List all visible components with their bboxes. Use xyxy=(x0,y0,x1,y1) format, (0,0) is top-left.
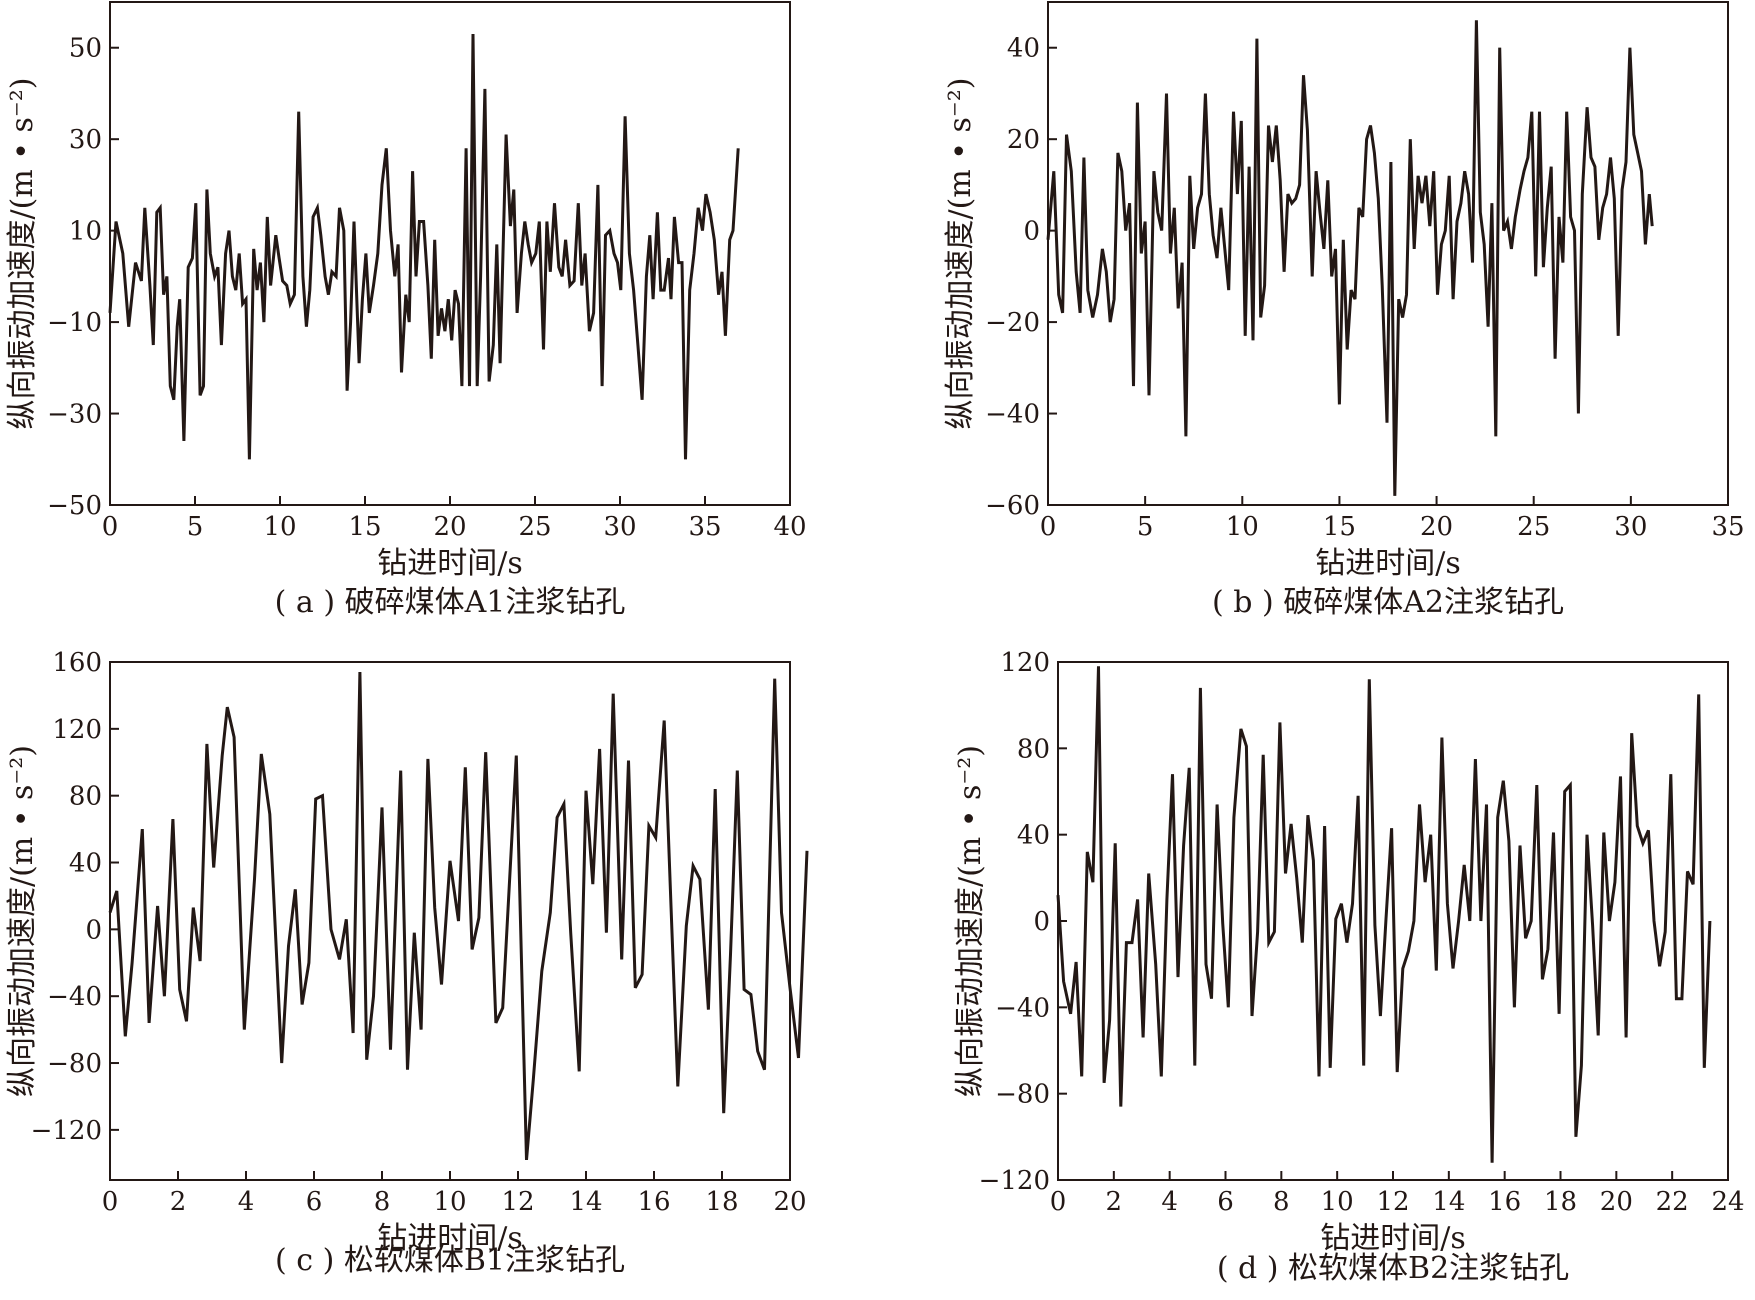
plot-frame-b xyxy=(1047,1,1729,506)
y-tick-label-c: −120 xyxy=(31,1116,102,1146)
y-tick-label-c: 40 xyxy=(69,849,102,879)
x-tick-label-c: 2 xyxy=(170,1187,187,1217)
y-tick-label-c: 160 xyxy=(52,648,102,678)
x-tick-label-b: 20 xyxy=(1420,512,1453,542)
y-tick-label-c: 120 xyxy=(52,715,102,745)
y-tick-label-c: 0 xyxy=(85,915,102,945)
y-axis-title-b: 纵向振动加速度/(m • s⁻²) xyxy=(943,78,978,430)
chart-panel-c: 0 2 4 6 8 10 12 14 16 18 20 −120 −80 −40 0 40 80 120 160 钻进… xyxy=(5,648,809,1278)
y-tick-label-d: 120 xyxy=(1000,648,1050,678)
y-tick-label-d: −120 xyxy=(979,1166,1050,1196)
x-tick-label-a: 30 xyxy=(603,512,636,542)
x-tick-label-a: 0 xyxy=(102,512,119,542)
x-tick-label-d: 22 xyxy=(1656,1187,1689,1217)
x-tick-label-c: 6 xyxy=(306,1187,323,1217)
y-tick-label-b: 40 xyxy=(1007,34,1040,64)
series-line-b xyxy=(1046,20,1654,496)
x-tick-label-d: 24 xyxy=(1711,1187,1744,1217)
series-line-c xyxy=(108,671,809,1161)
y-tick-label-c: 80 xyxy=(69,782,102,812)
x-tick-label-a: 20 xyxy=(433,512,466,542)
x-tick-label-c: 8 xyxy=(374,1187,391,1217)
x-axis-title-b: 钻进时间/s xyxy=(1315,546,1461,581)
x-tick-label-a: 5 xyxy=(187,512,204,542)
x-tick-label-c: 10 xyxy=(433,1187,466,1217)
x-tick-label-b: 30 xyxy=(1614,512,1647,542)
y-tick-label-d: 80 xyxy=(1017,734,1050,764)
x-tick-label-b: 5 xyxy=(1137,512,1154,542)
x-axis-title-a: 钻进时间/s xyxy=(377,546,523,581)
series-line-d xyxy=(1056,666,1712,1163)
y-tick-label-d: 0 xyxy=(1033,907,1050,937)
x-tick-label-c: 16 xyxy=(637,1187,670,1217)
x-tick-label-c: 18 xyxy=(705,1187,738,1217)
x-tick-label-a: 25 xyxy=(518,512,551,542)
x-tick-label-a: 40 xyxy=(773,512,806,542)
chart-panel-b: 0 5 10 15 20 25 30 35 −60 −40 −20 0 20 40 钻进时间/s 纵向振动加速… xyxy=(943,1,1745,620)
x-axis-title-c: 钻进时间/s xyxy=(377,1221,523,1256)
y-tick-label-b: −20 xyxy=(985,308,1040,338)
y-tick-label-d: −80 xyxy=(995,1080,1050,1110)
x-tick-label-d: 20 xyxy=(1600,1187,1633,1217)
y-axis-title-a: 纵向振动加速度/(m • s⁻²) xyxy=(5,78,40,430)
y-tick-label-d: 40 xyxy=(1017,821,1050,851)
series-line-a xyxy=(108,33,740,460)
y-tick-label-b: 0 xyxy=(1023,217,1040,247)
x-tick-label-c: 20 xyxy=(773,1187,806,1217)
y-tick-label-a: −50 xyxy=(47,491,102,521)
x-tick-label-d: 18 xyxy=(1544,1187,1577,1217)
x-tick-label-b: 10 xyxy=(1226,512,1259,542)
x-tick-label-b: 25 xyxy=(1517,512,1550,542)
x-tick-label-d: 6 xyxy=(1217,1187,1234,1217)
y-tick-label-d: −40 xyxy=(995,993,1050,1023)
x-tick-label-c: 0 xyxy=(102,1187,119,1217)
y-tick-label-a: −10 xyxy=(47,308,102,338)
y-tick-label-b: −60 xyxy=(985,491,1040,521)
chart-panel-a: 0 5 10 15 20 25 30 35 40 −50 −30 −10 10 30 50 钻进时间/s 纵向振… xyxy=(5,1,807,620)
x-tick-label-d: 2 xyxy=(1106,1187,1123,1217)
y-axis-title-d: 纵向振动加速度/(m • s⁻²) xyxy=(953,745,988,1097)
x-tick-label-a: 35 xyxy=(688,512,721,542)
x-tick-label-a: 15 xyxy=(348,512,381,542)
y-tick-label-b: −40 xyxy=(985,400,1040,430)
x-tick-label-c: 12 xyxy=(501,1187,534,1217)
y-tick-label-b: 20 xyxy=(1007,125,1040,155)
x-tick-label-d: 14 xyxy=(1432,1187,1465,1217)
x-axis-title-d: 钻进时间/s xyxy=(1320,1221,1466,1256)
y-axis-title-c: 纵向振动加速度/(m • s⁻²) xyxy=(5,745,40,1097)
plot-frame-a xyxy=(109,1,791,506)
y-tick-label-a: −30 xyxy=(47,400,102,430)
caption-a: ( a ) 破碎煤体A1注浆钻孔 xyxy=(275,585,626,620)
x-tick-label-c: 14 xyxy=(569,1187,602,1217)
x-tick-label-d: 8 xyxy=(1273,1187,1290,1217)
caption-d: ( d ) 松软煤体B2注浆钻孔 xyxy=(1217,1251,1569,1286)
x-tick-label-a: 10 xyxy=(263,512,296,542)
caption-c: ( c ) 松软煤体B1注浆钻孔 xyxy=(275,1243,625,1278)
x-tick-label-d: 12 xyxy=(1376,1187,1409,1217)
x-tick-label-b: 35 xyxy=(1711,512,1744,542)
x-tick-label-c: 4 xyxy=(238,1187,255,1217)
y-tick-label-a: 10 xyxy=(69,217,102,247)
x-tick-label-b: 15 xyxy=(1323,512,1356,542)
y-tick-label-c: −40 xyxy=(47,982,102,1012)
x-tick-label-d: 4 xyxy=(1161,1187,1178,1217)
y-tick-label-a: 50 xyxy=(69,34,102,64)
x-tick-label-b: 0 xyxy=(1040,512,1057,542)
x-tick-label-d: 10 xyxy=(1321,1187,1354,1217)
chart-panel-d: 0 2 4 6 8 10 12 14 16 18 20 22 24−120−80−4004080120钻… xyxy=(953,648,1745,1286)
y-tick-label-c: −80 xyxy=(47,1049,102,1079)
caption-b: ( b ) 破碎煤体A2注浆钻孔 xyxy=(1212,585,1564,620)
x-tick-label-d: 16 xyxy=(1488,1187,1521,1217)
x-tick-label-d: 0 xyxy=(1050,1187,1067,1217)
y-tick-label-a: 30 xyxy=(69,125,102,155)
